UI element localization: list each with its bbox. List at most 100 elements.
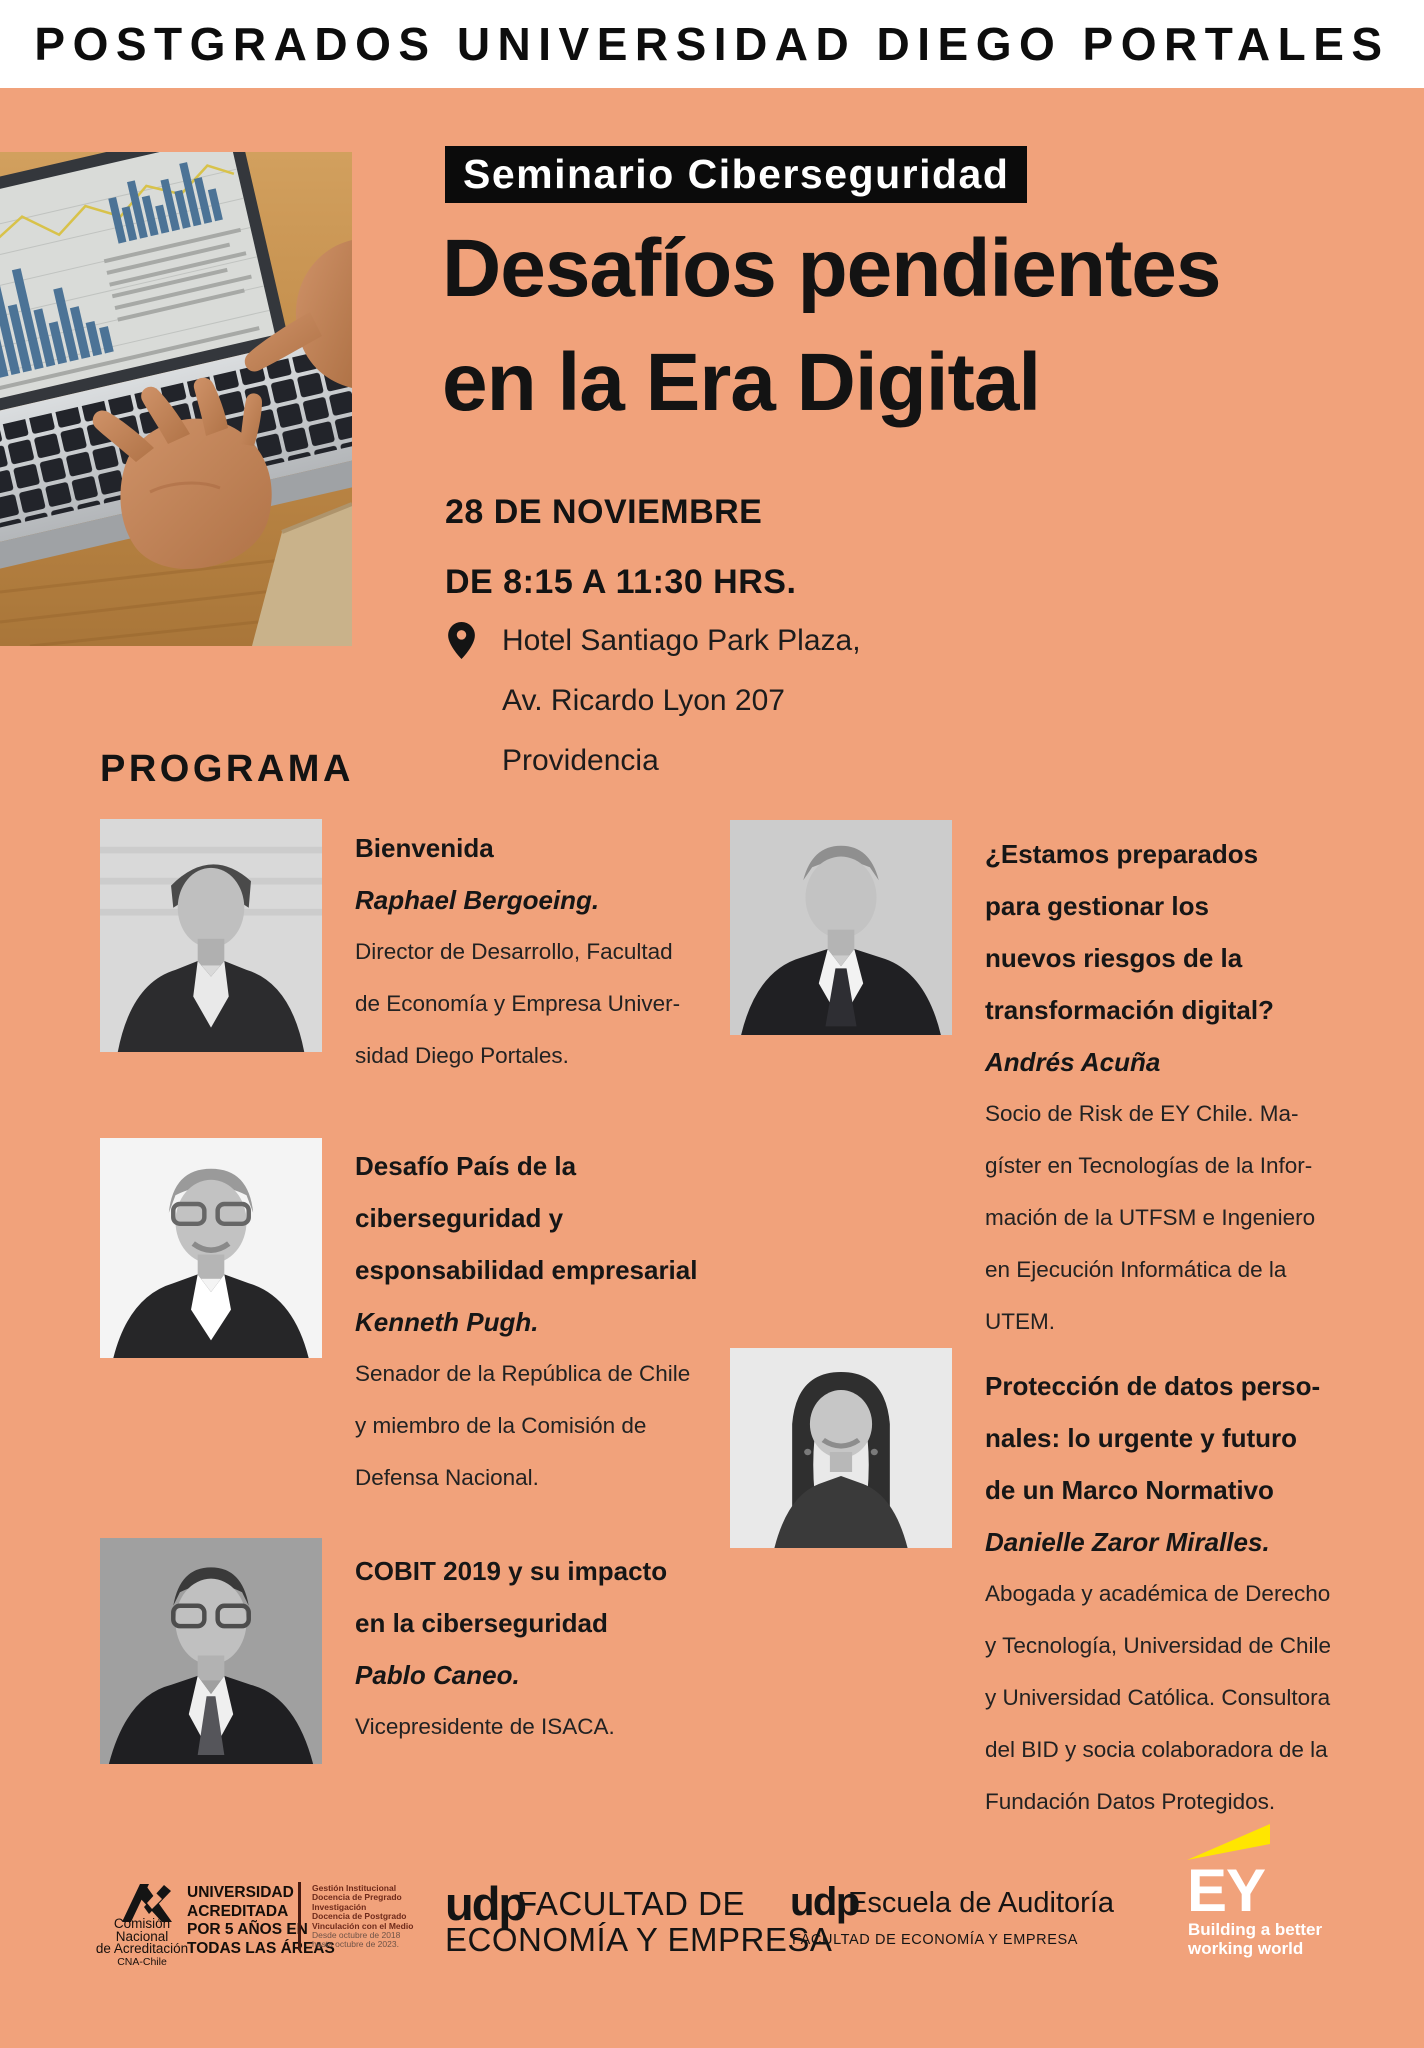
udp-logo: udp (445, 1877, 527, 1930)
speaker-bio-line: Defensa Nacional. (355, 1465, 539, 1490)
speaker-bio-line: Senador de la República de Chile (355, 1361, 691, 1386)
speaker-bio-line: sidad Diego Portales. (355, 1043, 569, 1068)
talk-title: nuevos riesgos de la (985, 943, 1243, 973)
seminar-title-line1: Desafíos pendientes (442, 223, 1221, 314)
speaker-bio-line: Vicepresidente de ISACA. (355, 1714, 615, 1739)
accreditation-area: Vinculación con el Medio (312, 1920, 414, 1931)
speaker-info-pugh: Desafío País de la ciberseguridad y espo… (355, 1140, 720, 1504)
accreditation-line: POR 5 AÑOS EN (187, 1921, 308, 1938)
laptop-hands-illustration (0, 152, 352, 646)
speaker-bio-line: y miembro de la Comisión de (355, 1413, 647, 1438)
speaker-name: Danielle Zaror Miralles. (985, 1527, 1270, 1557)
seminar-badge-label: Seminario Ciberseguridad (463, 151, 1010, 197)
accreditation-area: Docencia de Postgrado (312, 1911, 407, 1922)
accreditation-area: Docencia de Pregrado (312, 1892, 402, 1903)
location-line2: Av. Ricardo Lyon 207 (502, 684, 785, 717)
cna-org-line: Comisión Nacional (113, 1916, 171, 1944)
portrait-illustration (100, 819, 322, 1052)
seminar-title-line2: en la Era Digital (442, 337, 1041, 428)
speaker-bio-line: y Tecnología, Universidad de Chile (985, 1633, 1332, 1658)
accreditation-statement: UNIVERSIDAD ACREDITADA POR 5 AÑOS EN TOD… (187, 1884, 335, 1958)
speaker-photo-zaror (730, 1348, 952, 1548)
ey-tagline-line: Building a better (1188, 1920, 1323, 1939)
location-line3: Providencia (502, 744, 659, 777)
portrait-illustration (730, 1348, 952, 1548)
speaker-bio-line: gíster en Tecnologías de la Infor- (985, 1153, 1313, 1178)
accreditation-period-line: Desde octubre de 2018 (312, 1930, 401, 1941)
speaker-photo-acuna (730, 820, 952, 1035)
talk-title: COBIT 2019 y su impacto (355, 1556, 668, 1586)
udp-auditoria-name: Escuela de Auditoría (848, 1887, 1115, 1919)
udp-auditoria-logo: udp Escuela de Auditoría FACULTAD DE ECO… (790, 1880, 1170, 1950)
speaker-bio-line: Fundación Datos Protegidos. (985, 1789, 1276, 1814)
seminar-badge: Seminario Ciberseguridad (445, 146, 1028, 203)
talk-title: Desafío País de la (355, 1151, 577, 1181)
speaker-bio-line: mación de la UTFSM e Ingeniero (985, 1205, 1316, 1230)
ey-beam-icon (1187, 1824, 1270, 1860)
cna-org-name: Comisión Nacional de Acreditación CNA-Ch… (86, 1916, 198, 1968)
speaker-bio-line: Socio de Risk de EY Chile. Ma- (985, 1101, 1299, 1126)
accreditation-line: TODAS LAS ÁREAS (187, 1939, 335, 1957)
portrait-illustration (100, 1538, 322, 1764)
talk-title: ¿Estamos preparados (985, 839, 1259, 869)
location-line1: Hotel Santiago Park Plaza, (502, 624, 861, 657)
udp-logo: udp (790, 1880, 860, 1924)
accreditation-period-line: hasta octubre de 2023. (312, 1939, 399, 1950)
speaker-bio-line: en Ejecución Informática de la (985, 1257, 1287, 1282)
speaker-bio-line: Abogada y académica de Derecho (985, 1581, 1331, 1606)
ey-logo: EY Building a better working world (1187, 1822, 1387, 1958)
accreditation-divider (298, 1882, 301, 1950)
speaker-photo-pugh (100, 1138, 322, 1358)
event-time-line: DE 8:15 A 11:30 HRS. (445, 563, 797, 601)
speaker-name: Raphael Bergoeing. (355, 885, 600, 915)
talk-title: de un Marco Normativo (985, 1475, 1274, 1505)
cna-logo-icon (122, 1884, 172, 1922)
speaker-name: Pablo Caneo. (355, 1660, 520, 1690)
speaker-bio-line: Director de Desarrollo, Facultad (355, 939, 673, 964)
udp-facultad-line2: ECONOMÍA Y EMPRESA (445, 1921, 833, 1958)
event-location: Hotel Santiago Park Plaza, Av. Ricardo L… (502, 622, 861, 802)
location-pin-icon (448, 622, 475, 659)
accreditation-areas: Gestión Institucional Docencia de Pregra… (312, 1883, 414, 1950)
talk-title: Protección de datos perso- (985, 1371, 1321, 1401)
accreditation-area: Investigación (312, 1901, 367, 1912)
institution-title: POSTGRADOS UNIVERSIDAD DIEGO PORTALES (34, 18, 1390, 70)
talk-title: ciberseguridad y (355, 1203, 564, 1233)
speaker-info-bergoeing: Bienvenida Raphael Bergoeing. Director d… (355, 822, 720, 1082)
talk-title: en la ciberseguridad (355, 1608, 608, 1638)
talk-title: transformación digital? (985, 995, 1274, 1025)
talk-title: nales: lo urgente y futuro (985, 1423, 1298, 1453)
event-date: 28 DE NOVIEMBRE DE 8:15 A 11:30 HRS. (445, 492, 796, 632)
udp-auditoria-subtitle: FACULTAD DE ECONOMÍA Y EMPRESA (792, 1932, 1079, 1948)
ey-wordmark: EY (1187, 1857, 1266, 1924)
cna-org-line: de Acreditación (95, 1941, 189, 1956)
talk-title: esponsabilidad empresarial (355, 1255, 698, 1285)
speaker-photo-bergoeing (100, 819, 322, 1052)
speaker-photo-caneo (100, 1538, 322, 1764)
speaker-info-acuna: ¿Estamos preparados para gestionar los n… (985, 828, 1365, 1348)
speaker-name: Andrés Acuña (985, 1047, 1161, 1077)
accreditation-line: ACREDITADA (187, 1902, 289, 1920)
talk-title: para gestionar los (985, 891, 1209, 921)
portrait-illustration (100, 1138, 322, 1358)
event-date-line1: 28 DE NOVIEMBRE (445, 493, 763, 531)
speaker-bio-line: del BID y socia colaboradora de la (985, 1737, 1328, 1762)
laptop-hands-photo (0, 152, 352, 646)
speaker-bio-line: y Universidad Católica. Consultora (985, 1685, 1331, 1710)
accreditation-area: Gestión Institucional (312, 1883, 397, 1893)
program-heading: PROGRAMA (100, 748, 354, 790)
speaker-bio-line: UTEM. (985, 1309, 1055, 1334)
speaker-name: Kenneth Pugh. (355, 1307, 539, 1337)
ey-tagline-line: working world (1188, 1939, 1304, 1958)
talk-title: Bienvenida (355, 833, 494, 863)
udp-facultad-line1: FACULTAD DE (517, 1885, 745, 1922)
accreditation-line: UNIVERSIDAD (187, 1884, 294, 1901)
portrait-illustration (730, 820, 952, 1035)
speaker-bio-line: de Economía y Empresa Univer- (355, 991, 681, 1016)
ey-tagline: Building a better working world (1188, 1920, 1322, 1958)
cna-org-line: CNA-Chile (117, 1955, 167, 1968)
speaker-info-zaror: Protección de datos perso- nales: lo urg… (985, 1360, 1365, 1828)
udp-facultad-logo: udp FACULTAD DE ECONOMÍA Y EMPRESA (445, 1876, 845, 1958)
top-banner: POSTGRADOS UNIVERSIDAD DIEGO PORTALES (0, 0, 1424, 88)
